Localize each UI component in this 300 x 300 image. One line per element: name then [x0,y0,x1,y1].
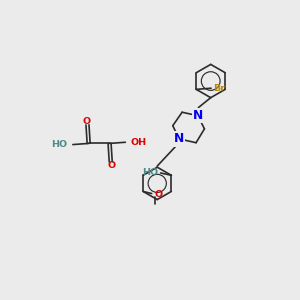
Text: O: O [154,190,162,199]
Text: HO: HO [52,140,68,149]
Text: OH: OH [130,138,147,147]
Text: O: O [107,161,115,170]
Text: Br: Br [213,84,225,93]
Text: N: N [193,109,203,122]
Text: O: O [83,117,91,126]
Text: N: N [174,132,184,145]
Text: HO: HO [142,169,158,178]
